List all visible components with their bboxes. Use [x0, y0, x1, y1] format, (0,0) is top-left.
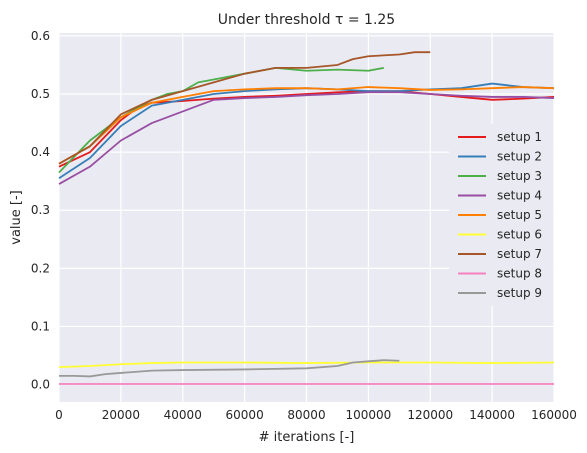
- x-tick-labels: 0 20000 40000 60000 80000 100000 120000 140000 1…: [55, 408, 577, 422]
- y-tick-label: 0.4: [31, 145, 50, 159]
- legend-label: setup 1: [497, 130, 542, 144]
- legend-label: setup 8: [497, 267, 542, 281]
- chart-title: Under threshold τ = 1.25: [218, 12, 395, 28]
- y-tick-label: 0.5: [31, 87, 50, 101]
- series-line-5: [58, 86, 555, 165]
- legend: setup 1 setup 2 setup 3 setup 4 setup 5 setup…: [449, 124, 553, 306]
- x-tick-label: 80000: [287, 408, 325, 422]
- x-tick-label: 160000: [531, 408, 577, 422]
- legend-label: setup 4: [497, 189, 542, 203]
- x-tick-label: 60000: [226, 408, 264, 422]
- legend-label: setup 3: [497, 169, 542, 183]
- legend-label: setup 9: [497, 286, 542, 300]
- series-line-7: [58, 51, 431, 165]
- x-tick-label: 120000: [407, 408, 453, 422]
- y-tick-label: 0.2: [31, 261, 50, 275]
- legend-label: setup 5: [497, 208, 542, 222]
- series-lines: [58, 51, 555, 385]
- legend-label: setup 7: [497, 247, 542, 261]
- y-tick-label: 0.3: [31, 203, 50, 217]
- y-tick-label: 0.0: [31, 378, 50, 392]
- series-line-9: [59, 359, 400, 378]
- x-tick-label: 20000: [102, 408, 140, 422]
- y-axis-label: value [-]: [9, 190, 24, 244]
- y-tick-labels: 0.0 0.1 0.2 0.3 0.4 0.5 0.6: [31, 29, 50, 392]
- x-tick-label: 100000: [345, 408, 391, 422]
- legend-label: setup 6: [497, 228, 542, 242]
- x-tick-label: 140000: [469, 408, 515, 422]
- x-tick-label: 0: [55, 408, 63, 422]
- x-tick-label: 40000: [164, 408, 202, 422]
- series-line-6: [58, 361, 555, 369]
- legend-label: setup 2: [497, 150, 542, 164]
- series-line-4: [58, 91, 555, 185]
- y-tick-label: 0.1: [31, 319, 50, 333]
- x-axis-label: # iterations [-]: [259, 430, 355, 445]
- y-tick-label: 0.6: [31, 29, 50, 43]
